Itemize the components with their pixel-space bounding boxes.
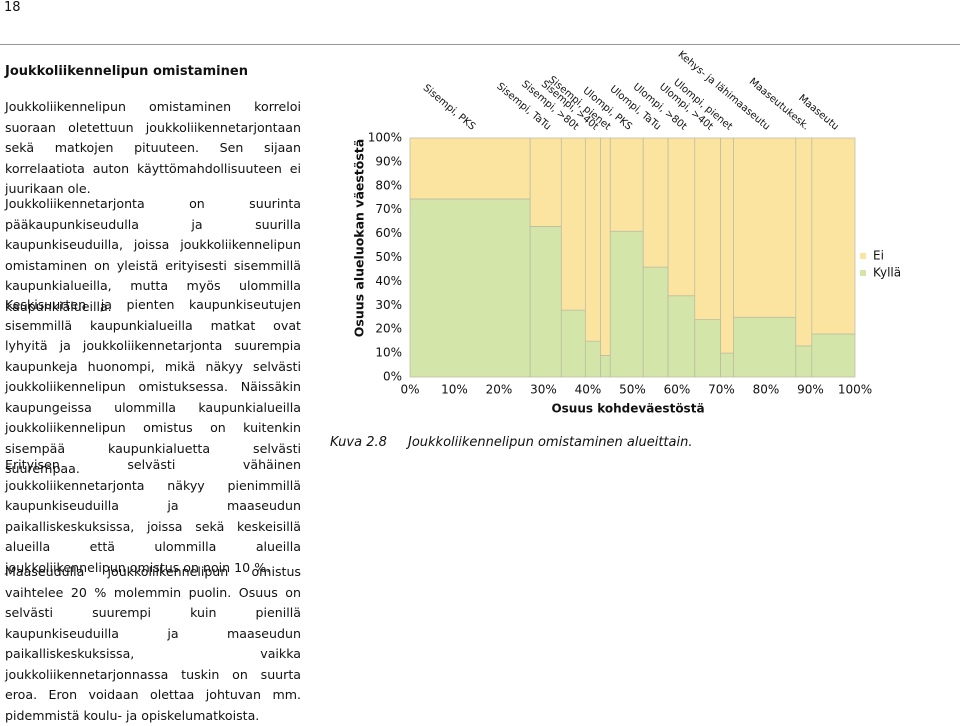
x-axis-label: Osuus kohdeväestöstä — [551, 402, 704, 416]
y-tick-label: 40% — [375, 274, 402, 288]
x-tick-label: 10% — [441, 383, 468, 397]
mosaic-cell — [560, 309, 586, 378]
mosaic-cell — [795, 345, 813, 378]
y-tick-label: 30% — [375, 298, 402, 312]
rule — [0, 44, 960, 45]
mosaic-cell — [694, 137, 721, 320]
paragraph: Keskisuurten ja pienten kaupunkiseutujen… — [5, 297, 301, 476]
x-tick-label: 100% — [838, 383, 872, 397]
mosaic-cell — [642, 266, 669, 378]
legend-swatch — [860, 253, 866, 259]
paragraph: Maaseudulla joukkoliikennelipun omistus … — [5, 564, 301, 723]
y-tick-label: 70% — [375, 202, 402, 216]
mosaic-cell — [811, 137, 856, 335]
y-tick-label: 0% — [383, 370, 402, 384]
heading: Joukkoliikennelipun omistaminen — [5, 64, 248, 79]
legend-label: Ei — [873, 249, 884, 263]
mosaic-cell — [609, 230, 644, 378]
mosaic-cell — [720, 137, 734, 354]
caption-text: Joukkoliikennelipun omistaminen alueitta… — [408, 435, 693, 450]
mosaic-cell — [584, 137, 601, 342]
caption-number: Kuva 2.8 — [330, 435, 387, 450]
page-number: 18 — [4, 0, 21, 15]
x-tick-label: 20% — [486, 383, 513, 397]
mosaic-cell — [600, 137, 611, 356]
mosaic-cell — [667, 295, 696, 378]
mosaic-cell — [811, 333, 856, 378]
mosaic-cell — [609, 137, 644, 232]
mosaic-cell — [409, 137, 531, 200]
mosaic-cell — [733, 316, 797, 378]
x-tick-label: 90% — [797, 383, 824, 397]
y-tick-label: 90% — [375, 154, 402, 168]
mosaic-cell — [694, 319, 721, 378]
x-tick-label: 30% — [530, 383, 557, 397]
y-tick-label: 20% — [375, 322, 402, 336]
mosaic-cell — [529, 137, 562, 227]
y-tick-label: 100% — [368, 131, 402, 145]
x-tick-label: 70% — [708, 383, 735, 397]
x-tick-label: 40% — [575, 383, 602, 397]
mosaic-cell — [584, 340, 601, 378]
y-tick-label: 80% — [375, 178, 402, 192]
y-tick-label: 10% — [375, 346, 402, 360]
y-tick-label: 60% — [375, 226, 402, 240]
mosaic-cell — [529, 226, 562, 378]
x-tick-label: 80% — [753, 383, 780, 397]
x-tick-label: 50% — [619, 383, 646, 397]
paragraph: Joukkoliikennelipun omistaminen korreloi… — [5, 99, 301, 196]
mosaic-cell — [720, 352, 734, 378]
x-tick-label: 60% — [664, 383, 691, 397]
y-tick-label: 50% — [375, 250, 402, 264]
category-label: Sisempi, PKS — [421, 83, 478, 133]
mosaic-cell — [795, 137, 813, 347]
mosaic-cell — [642, 137, 669, 268]
y-axis-label: Osuus alueluokan väestöstä — [352, 139, 367, 337]
legend-label: Kyllä — [873, 266, 901, 280]
mosaic-cell — [409, 198, 531, 378]
legend-swatch — [860, 270, 866, 276]
x-tick-label: 0% — [400, 383, 419, 397]
paragraph: Joukkoliikennetarjonta on suurinta pääka… — [5, 196, 301, 314]
mosaic-cell — [733, 137, 797, 318]
mosaic-cell — [667, 137, 696, 297]
chart: Osuus alueluokan väestöstä Osuus kohdevä… — [352, 49, 902, 416]
paragraph: Erityisen selvästi vähäinen joukkoliiken… — [5, 457, 301, 575]
mosaic-cell — [600, 355, 611, 378]
mosaic-cell — [560, 137, 586, 311]
